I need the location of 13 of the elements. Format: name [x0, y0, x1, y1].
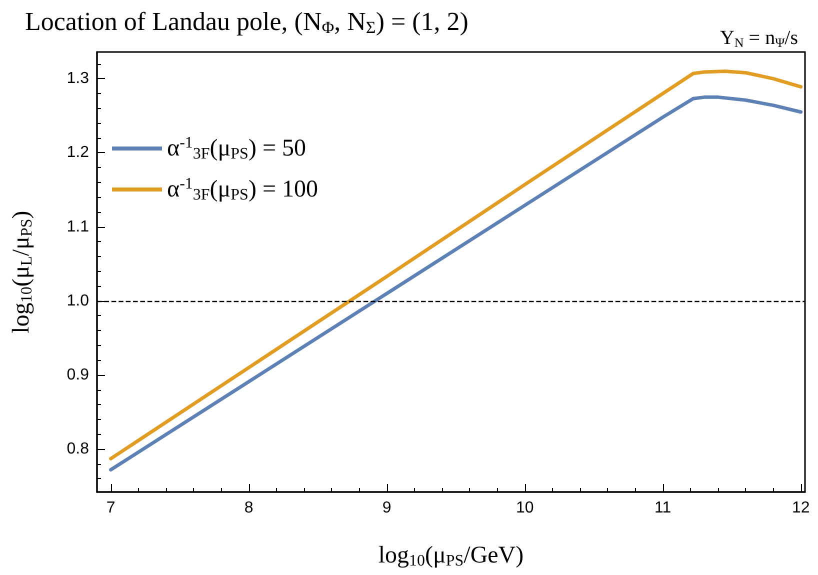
x-tick-label: 10	[516, 500, 534, 516]
y-tick-label: 1.3	[66, 70, 90, 88]
y-tick-label: 0.8	[66, 440, 90, 458]
y-axis-title: log10(μL/μPS)	[8, 210, 36, 334]
y-tick-label: 1.0	[66, 292, 90, 310]
y-tick-label: 1.1	[66, 218, 90, 236]
x-tick-label: 8	[244, 500, 254, 516]
x-tick-label: 9	[382, 500, 392, 516]
x-tick-label: 11	[654, 500, 672, 516]
y-tick-label: 1.2	[66, 144, 90, 162]
y-tick-label: 0.9	[66, 366, 90, 384]
x-tick-label: 7	[106, 500, 116, 516]
x-tick-label: 12	[792, 500, 810, 516]
